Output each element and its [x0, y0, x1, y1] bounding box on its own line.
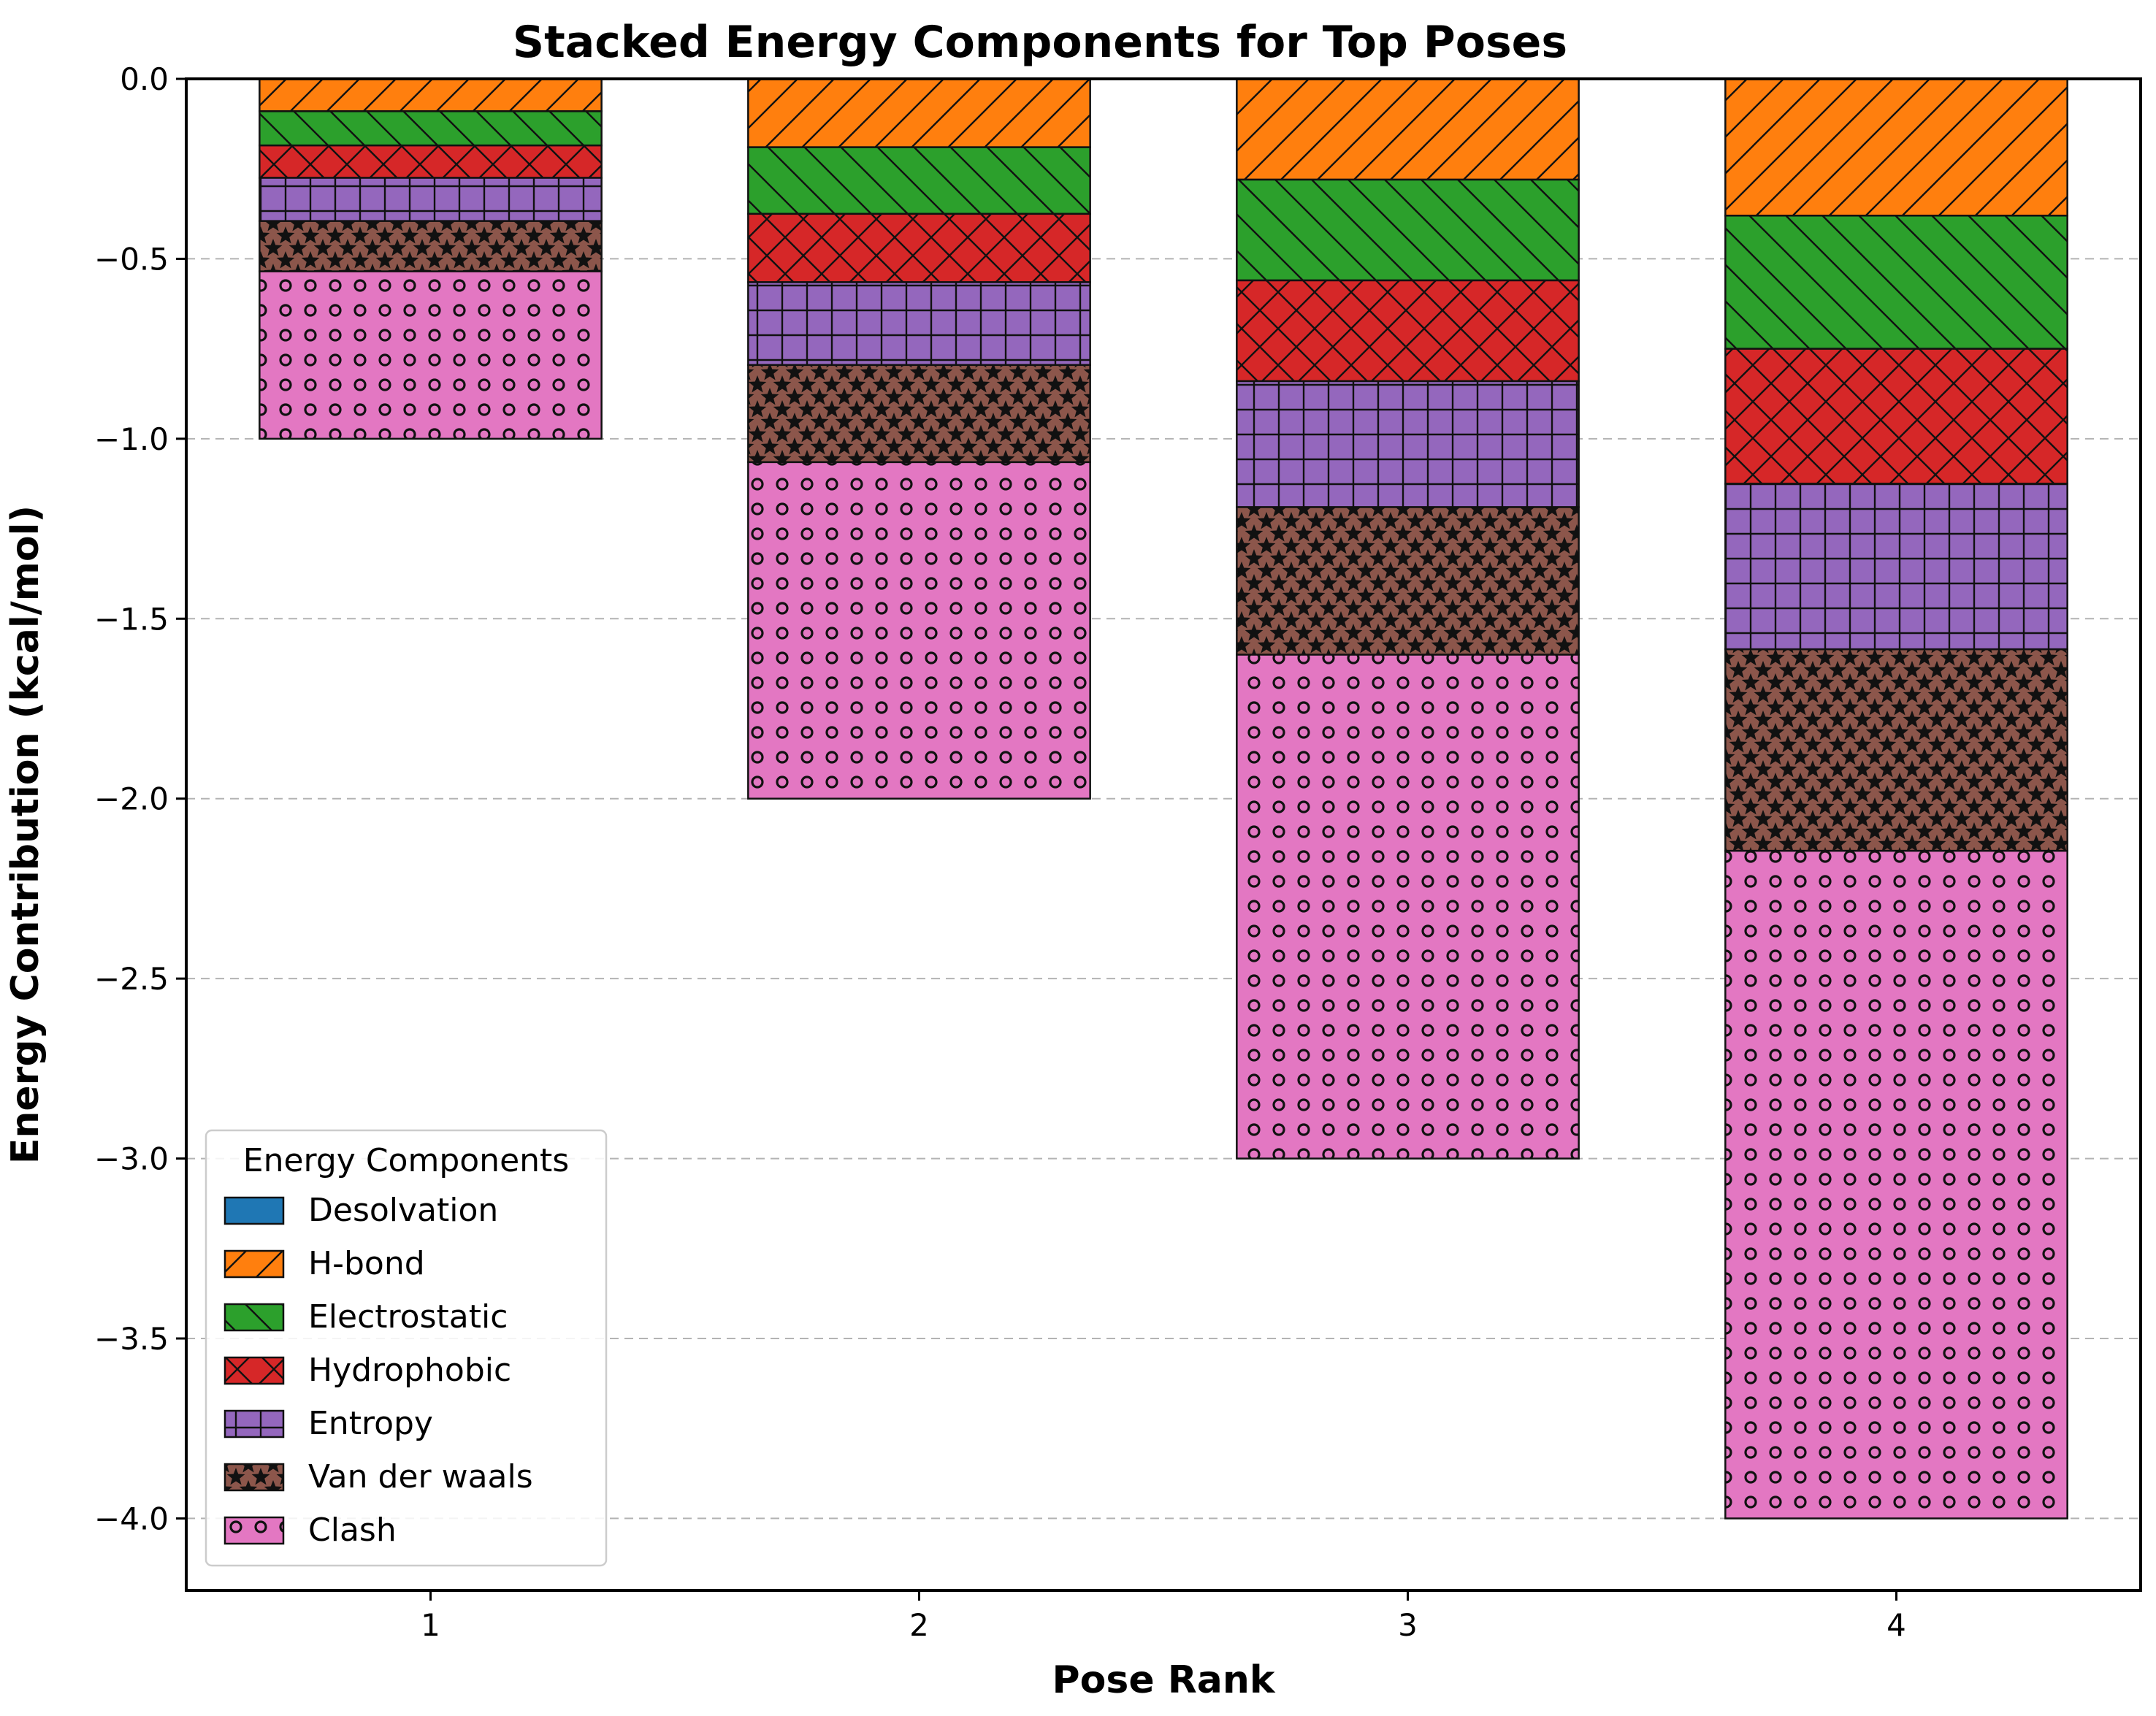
bar-h-bond-pose-4 [1724, 77, 2068, 217]
legend-label-h-bond: H-bond [308, 1245, 425, 1282]
legend-swatch-desolvation [223, 1196, 285, 1225]
x-tick-label: 2 [909, 1607, 929, 1643]
bar-h-bond-pose-2 [747, 77, 1091, 148]
legend-title: Energy Components [243, 1142, 569, 1179]
legend-label-van-der-waals: Van der waals [308, 1458, 533, 1495]
legend-label-clash: Clash [308, 1512, 397, 1549]
chart-title: Stacked Energy Components for Top Poses [513, 17, 1567, 68]
y-axis-title: Energy Contribution (kcal/mol) [4, 505, 47, 1164]
y-tick-label: −3.5 [94, 1321, 169, 1357]
bar-entropy-pose-3 [1236, 380, 1580, 508]
bars [259, 77, 2068, 1520]
bar-electrostatic-pose-4 [1724, 215, 2068, 350]
legend-label-entropy: Entropy [308, 1405, 433, 1442]
legend-label-electrostatic: Electrostatic [308, 1298, 508, 1336]
bar-van-der-waals-pose-1 [259, 220, 603, 272]
x-axis: 1 2 3 4 [421, 1590, 1906, 1643]
y-axis: 0.0 −0.5 −1.0 −1.5 −2.0 −2.5 −3.0 −3.5 −4.0 [94, 61, 186, 1536]
bar-hydrophobic-pose-2 [747, 212, 1091, 283]
y-tick-label: −1.5 [94, 601, 169, 637]
bar-clash-pose-2 [747, 461, 1091, 800]
legend-swatch-entropy [223, 1409, 285, 1439]
y-tick-label: 0.0 [120, 61, 169, 97]
y-tick-label: −0.5 [94, 241, 169, 277]
bar-van-der-waals-pose-3 [1236, 506, 1580, 656]
plot-frame [185, 77, 2142, 1592]
bar-electrostatic-pose-1 [259, 110, 603, 147]
bar-entropy-pose-4 [1724, 483, 2068, 651]
legend-swatch-h-bond [223, 1249, 285, 1279]
x-tick-label: 1 [421, 1607, 440, 1643]
bar-clash-pose-1 [259, 270, 603, 440]
bar-hydrophobic-pose-1 [259, 144, 603, 179]
legend: Energy Components Desolvation H-bond Electr… [204, 1129, 608, 1567]
bar-h-bond-pose-3 [1236, 77, 1580, 181]
x-axis-title: Pose Rank [1052, 1658, 1276, 1702]
y-tick-label: −2.5 [94, 961, 169, 997]
x-tick-label: 4 [1886, 1607, 1906, 1643]
bar-hydrophobic-pose-4 [1724, 348, 2068, 485]
y-tick-label: −1.0 [94, 421, 169, 457]
bar-electrostatic-pose-2 [747, 146, 1091, 215]
x-tick-label: 3 [1398, 1607, 1418, 1643]
legend-box [204, 1129, 608, 1567]
y-tick-label: −4.0 [94, 1501, 169, 1536]
legend-swatch-van-der-waals [223, 1463, 285, 1492]
bar-clash-pose-4 [1724, 849, 2068, 1520]
bar-hydrophobic-pose-3 [1236, 279, 1580, 383]
bar-clash-pose-3 [1236, 654, 1580, 1160]
legend-label-desolvation: Desolvation [308, 1192, 498, 1229]
bar-entropy-pose-2 [747, 281, 1091, 367]
bar-entropy-pose-1 [259, 177, 603, 222]
bar-van-der-waals-pose-4 [1724, 648, 2068, 852]
legend-label-hydrophobic: Hydrophobic [308, 1352, 511, 1389]
legend-swatch-clash [223, 1516, 285, 1545]
bar-van-der-waals-pose-2 [747, 364, 1091, 464]
y-tick-label: −3.0 [94, 1141, 169, 1177]
legend-swatch-electrostatic [223, 1303, 285, 1332]
legend-swatch-hydrophobic [223, 1356, 285, 1385]
bar-electrostatic-pose-3 [1236, 178, 1580, 282]
y-tick-label: −2.0 [94, 781, 169, 817]
bar-h-bond-pose-1 [259, 77, 603, 112]
